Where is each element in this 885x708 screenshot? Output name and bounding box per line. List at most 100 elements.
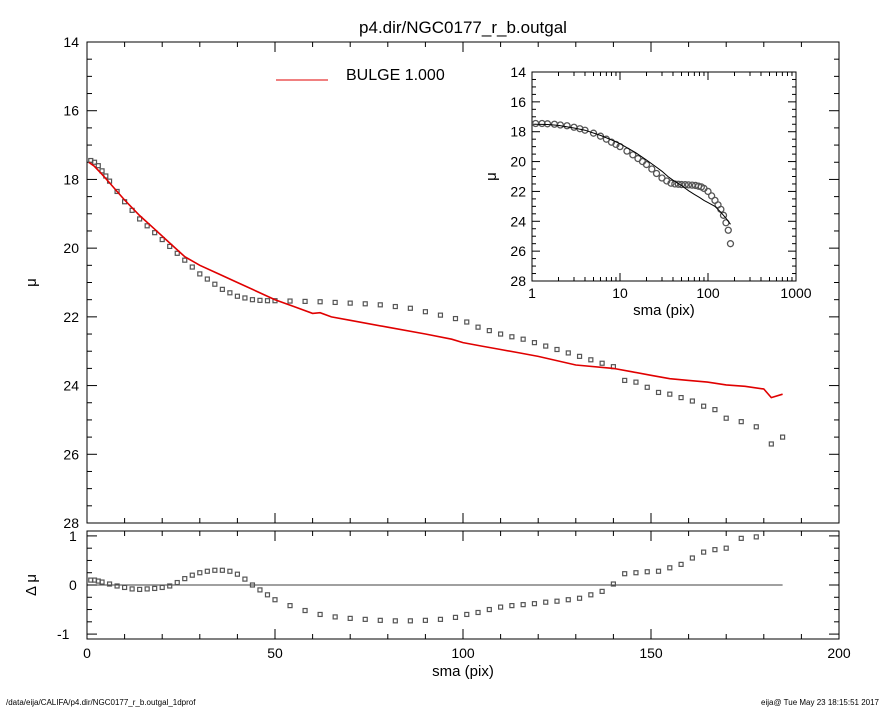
main-data-point [768,441,774,447]
residual-y-tick-label: -1 [57,626,70,642]
residual-point [227,568,233,574]
residual-point [317,611,323,618]
main-y-tick-label: 28 [63,515,79,531]
inset-data-point [719,211,728,219]
main-data-point [287,298,293,304]
main-data-point [464,319,470,325]
residual-point [99,579,105,585]
main-data-point [219,286,225,292]
main-data-point [137,216,143,222]
residual-point [753,534,759,540]
residual-x-tick-label: 150 [639,645,663,661]
inset-y-tick-label: 20 [510,154,526,170]
main-data-point [264,298,271,304]
residual-point [644,569,650,575]
main-data-point [189,264,195,270]
inset-y-tick-label: 26 [510,243,526,259]
main-data-point [114,188,120,195]
inset-log-panel: 1 10 100 1000 14 16 18 20 22 24 26 28 μ sma (pix) [483,64,812,319]
main-y-tick-label: 14 [63,34,79,50]
main-data-point [554,346,560,353]
main-data-point [99,168,105,174]
residual-point [182,576,188,582]
residual-point [242,576,248,582]
main-data-point [753,424,759,430]
inset-data-point [667,179,675,187]
residual-point [543,599,549,605]
residual-point [264,592,271,598]
main-data-point [204,276,210,282]
main-data-point [475,324,481,330]
residual-point [738,535,744,541]
inset-data-point [642,160,651,169]
main-data-point [242,295,248,301]
residual-point [377,617,383,623]
residual-point [588,592,594,598]
residual-point [332,614,338,620]
inset-data-point [563,122,571,130]
main-data-point [212,281,218,287]
residual-point [723,545,729,551]
main-data-point [701,403,707,409]
residual-y-axis-label: Δ μ [23,574,40,596]
main-data-point [182,257,188,263]
main-data-point [588,357,594,363]
residual-point [576,595,583,601]
main-data-point [486,328,492,334]
main-data-point [633,379,639,385]
main-data-point [520,336,526,342]
residual-point [701,549,707,555]
residual-x-tick-label: 0 [83,645,91,661]
residual-point [452,614,459,621]
residual-point [152,585,158,592]
main-data-point [95,163,101,169]
inset-data-point [724,226,732,234]
residual-point [234,571,240,577]
main-data-point [167,243,173,250]
inset-x-axis-label: sma (pix) [633,302,695,319]
inset-data-point [629,151,637,159]
main-data-point [667,391,673,397]
main-y-tick-label: 26 [63,446,79,462]
main-y-tick-label: 16 [63,103,79,119]
main-y-tick-label: 24 [63,378,79,394]
main-data-point [234,293,240,299]
residual-panel: 0 50 100 150 200 -1 0 1 Δ μ sma (pix) [23,528,851,680]
main-data-point [317,299,323,305]
residual-point [520,602,526,608]
residual-point [212,567,218,573]
main-data-point [257,297,263,303]
main-data-point [302,298,308,304]
chart-title: p4.dir/NGC0177_r_b.outgal [359,18,567,37]
main-data-point [362,301,368,307]
main-data-point [91,159,98,165]
residual-point [272,597,278,603]
main-data-point [509,334,515,340]
residual-point [655,568,662,574]
main-data-point [543,343,549,349]
main-data-point [174,250,180,256]
inset-y-tick-label: 18 [510,124,526,140]
residual-x-tick-label: 50 [267,645,283,661]
inset-y-tick-label: 28 [510,273,526,289]
residual-point [407,618,413,624]
residual-point [678,561,684,567]
main-data-point [779,434,786,440]
main-y-tick-label: 18 [63,171,79,187]
inset-data-point [543,120,552,128]
main-data-point [723,415,729,421]
inset-y-tick-label: 14 [510,64,526,80]
inset-y-tick-label: 24 [510,213,526,229]
residual-point [197,570,203,576]
inset-data-point [677,180,686,189]
main-y-axis-label: μ [23,278,40,287]
residual-point [599,588,605,594]
inset-data-point [648,165,656,173]
main-data-point [197,271,203,277]
main-data-point [712,407,718,413]
residual-point [159,584,165,591]
main-data-point [437,312,444,318]
residual-point [498,604,504,610]
inset-y-axis-label: μ [483,172,500,181]
main-model-line-bulge [88,161,783,399]
